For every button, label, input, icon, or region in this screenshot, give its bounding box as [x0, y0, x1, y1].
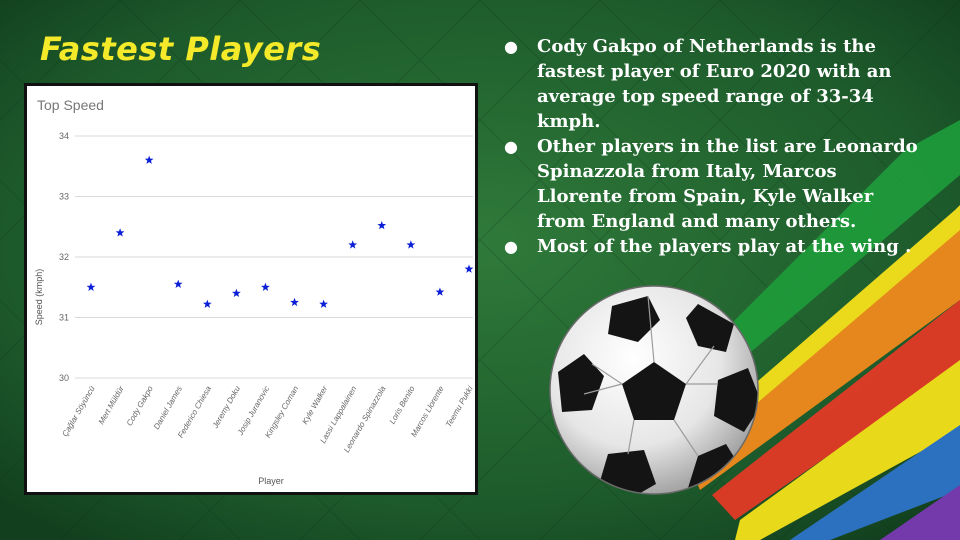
bullet-dot: ●	[504, 137, 518, 156]
slide-title: Fastest Players	[40, 30, 322, 68]
x-tick-label: Mert Müldür	[97, 384, 126, 426]
data-point-star	[464, 264, 474, 273]
x-tick-label: Daniel James	[152, 385, 184, 431]
y-tick-label: 30	[59, 373, 69, 383]
y-axis-label: Speed (kmph)	[34, 269, 44, 326]
x-axis-ticks: Çağlar Söyüncü Mert Müldür Cody GakpoDanie…	[60, 384, 474, 454]
data-point-star	[232, 288, 241, 298]
bullet-dot: ●	[504, 37, 518, 56]
bullet-text: Cody Gakpo of Netherlands is the fastest…	[537, 36, 892, 132]
scatter-chart: Top Speed 30 31 32 33 34 Çağlar Söyüncü Mert …	[34, 97, 475, 486]
rainbow-stripes	[680, 120, 960, 540]
bullet-item: ● Cody Gakpo of Netherlands is the fastes…	[500, 34, 920, 134]
bullet-text: Most of the players play at the wing .	[537, 236, 912, 257]
x-tick-label: Kyle Walker	[300, 384, 329, 426]
data-point-star	[406, 240, 416, 249]
data-point-star	[173, 279, 183, 288]
data-point-star	[115, 228, 125, 237]
soccer-ball-icon	[549, 285, 759, 495]
data-point-star	[144, 155, 154, 164]
chart-title: Top Speed	[37, 97, 104, 113]
x-tick-label: Teemu Pukki	[444, 384, 475, 428]
data-point-star	[290, 297, 299, 307]
data-point-star	[348, 240, 358, 249]
y-tick-label: 33	[59, 192, 69, 202]
data-point-star	[319, 299, 328, 308]
y-tick-label: 31	[59, 313, 69, 323]
y-tick-label: 32	[59, 252, 69, 262]
bullet-list: ● Cody Gakpo of Netherlands is the fastes…	[500, 34, 920, 259]
data-point-star	[202, 299, 212, 308]
y-axis-ticks: 30 31 32 33 34	[59, 131, 69, 383]
chart-gridlines	[75, 135, 473, 379]
x-tick-label: Jeremy Doku	[210, 384, 242, 431]
chart-panel: Top Speed 30 31 32 33 34 Çağlar Söyüncü Mert …	[24, 83, 478, 495]
chart-points	[86, 155, 474, 308]
y-tick-label: 34	[59, 131, 69, 141]
bullet-item: ● Other players in the list are Leonardo …	[500, 134, 920, 234]
x-tick-label: Çağlar Söyüncü	[60, 384, 97, 438]
data-point-star	[435, 287, 445, 296]
x-axis-label: Player	[258, 476, 284, 486]
data-point-star	[261, 282, 270, 291]
x-tick-label: Loris Benito	[388, 384, 417, 426]
data-point-star	[86, 282, 96, 291]
bullet-text: Other players in the list are Leonardo S…	[537, 136, 918, 232]
bullet-dot: ●	[504, 237, 518, 256]
bullet-item: ● Most of the players play at the wing .	[500, 234, 920, 259]
x-tick-label: Cody Gakpo	[125, 384, 155, 427]
data-point-star	[377, 220, 387, 230]
